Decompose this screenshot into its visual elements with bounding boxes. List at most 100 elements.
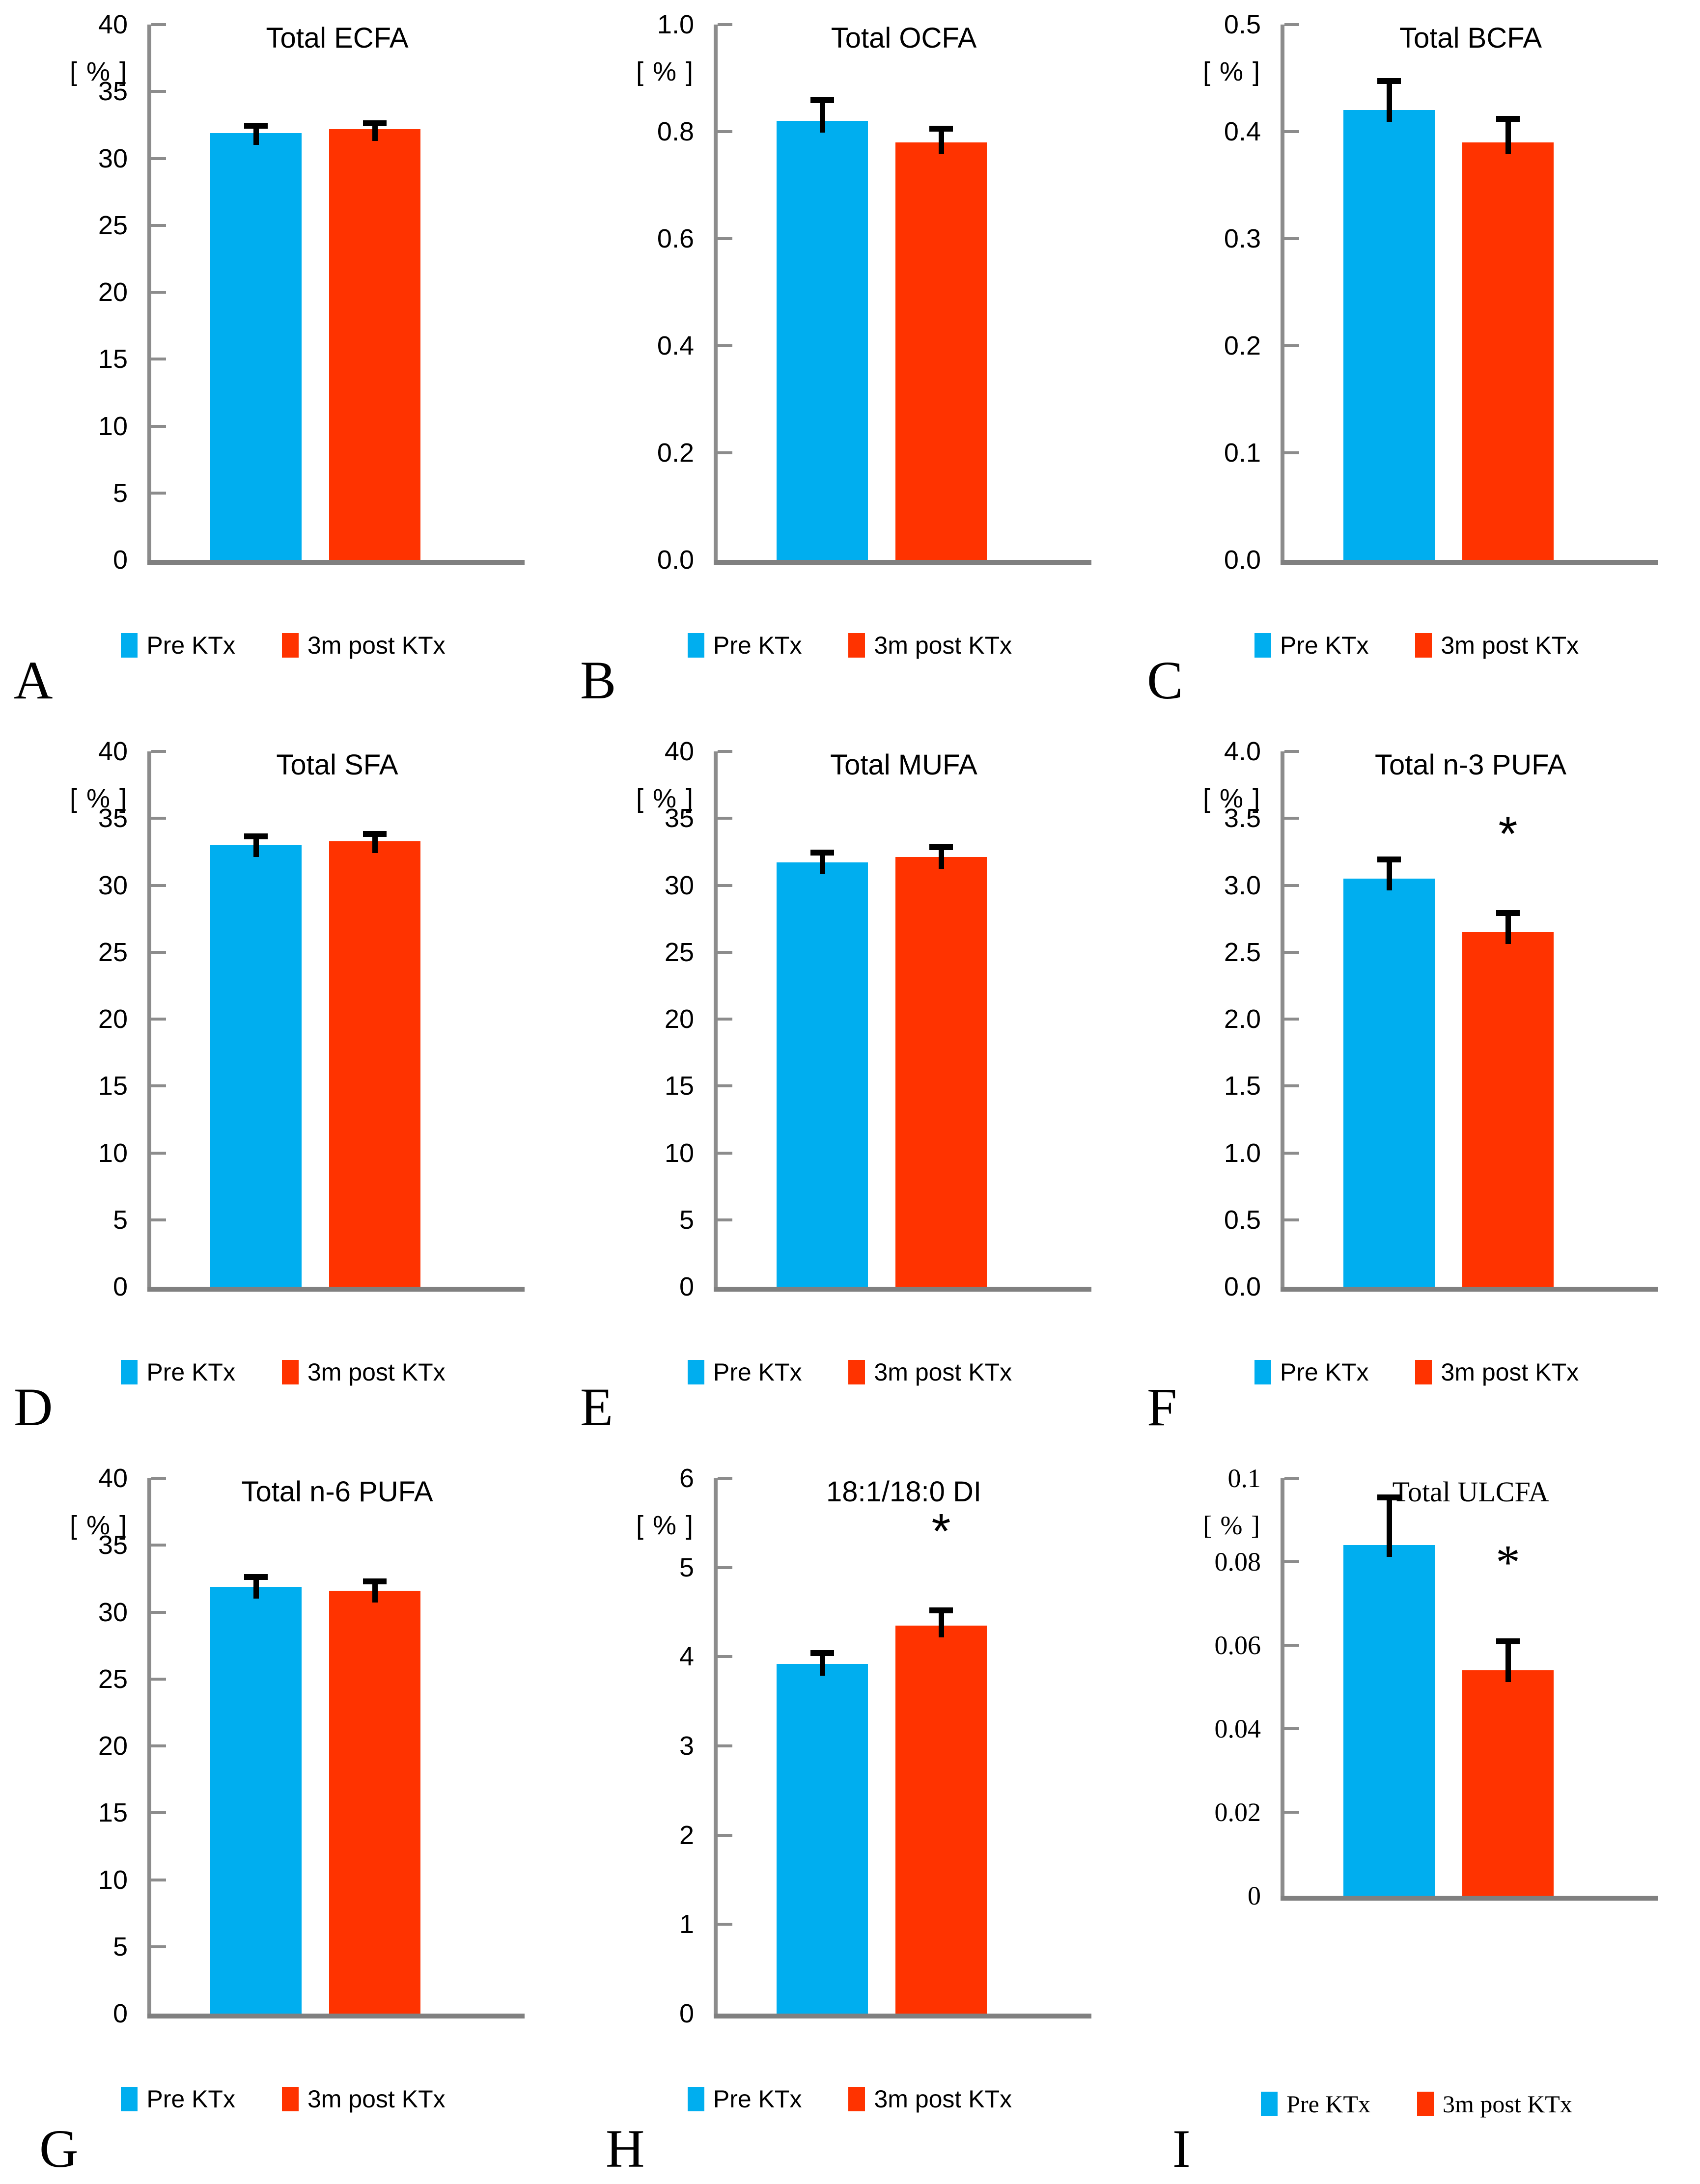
y-axis-tick bbox=[1284, 884, 1299, 887]
y-tick-label: 1.0 bbox=[1224, 1138, 1261, 1168]
y-tick-label: 0.4 bbox=[1224, 117, 1261, 146]
error-bar-stem bbox=[1505, 915, 1511, 944]
y-tick-label: 30 bbox=[664, 870, 694, 900]
y-axis-tick bbox=[718, 817, 732, 820]
legend-swatch-post-icon bbox=[848, 2087, 865, 2111]
error-bar-cap bbox=[363, 120, 387, 126]
y-axis-tick bbox=[1284, 1151, 1299, 1155]
y-axis bbox=[1281, 751, 1284, 1290]
significance-asterisk: * bbox=[1496, 1535, 1520, 1589]
error-bar-stem bbox=[372, 836, 378, 853]
chart-panel-C: Total BCFA 0.5 0.4 0.3 0.2 0.1 0.0 [ % ] Pre KTx… bbox=[1133, 0, 1700, 727]
y-tick-label: 20 bbox=[98, 277, 128, 307]
y-axis-tick bbox=[1284, 23, 1299, 26]
y-axis-tick bbox=[151, 1811, 166, 1815]
legend-label-pre: Pre KTx bbox=[713, 1358, 802, 1386]
y-axis-tick bbox=[718, 1923, 732, 1926]
error-bar-stem bbox=[253, 838, 259, 857]
y-tick-label: 40 bbox=[664, 737, 694, 766]
error-bar-cap bbox=[929, 1607, 953, 1613]
chart-panel-A: Total ECFA 40 35 30 25 20 15 10 5 0 [ % ] Pre KTx 3m… bbox=[0, 0, 566, 727]
legend-label-post: 3m post KTx bbox=[1442, 2090, 1572, 2118]
y-tick-label: 6 bbox=[679, 1464, 694, 1493]
legend-item-post: 3m post KTx bbox=[1415, 631, 1579, 660]
chart-title: Total n-6 PUFA bbox=[241, 1476, 433, 1508]
error-bar-cap bbox=[1377, 857, 1401, 862]
y-axis-tick bbox=[151, 1878, 166, 1881]
legend: Pre KTx 3m post KTx bbox=[0, 631, 566, 660]
y-axis-tick bbox=[718, 1018, 732, 1021]
y-axis-tick bbox=[151, 884, 166, 887]
error-bar-stem bbox=[1505, 1643, 1511, 1682]
chart-panel-I: Total ULCFA 0.1 0.08 0.06 0.04 0.02 0 [ % ] * Pre… bbox=[1133, 1454, 1700, 2184]
error-bar-cap bbox=[363, 1578, 387, 1584]
y-tick-label: 40 bbox=[98, 737, 128, 766]
y-tick-label: 0.0 bbox=[657, 545, 694, 575]
legend: Pre KTx 3m post KTx bbox=[0, 2085, 566, 2113]
bar-post-ktx bbox=[1462, 142, 1554, 560]
legend-label-post: 3m post KTx bbox=[1441, 632, 1579, 659]
chart-panel-E: Total MUFA 40 35 30 25 20 15 10 5 0 [ % ] Pre KTx 3m… bbox=[566, 727, 1133, 1454]
legend-item-pre: Pre KTx bbox=[121, 2085, 235, 2113]
y-axis-tick bbox=[718, 451, 732, 454]
y-axis-tick bbox=[1284, 817, 1299, 820]
y-tick-label: 10 bbox=[98, 1138, 128, 1168]
chart-title: Total OCFA bbox=[831, 22, 977, 54]
error-bar-cap bbox=[244, 123, 268, 129]
y-axis-unit-label: [ % ] bbox=[636, 1511, 694, 1540]
legend-item-post: 3m post KTx bbox=[1417, 2090, 1572, 2118]
error-bar-stem bbox=[253, 128, 259, 145]
y-tick-label: 0.8 bbox=[657, 117, 694, 146]
y-tick-label: 2.5 bbox=[1224, 937, 1261, 967]
legend-label-post: 3m post KTx bbox=[307, 632, 446, 659]
y-axis-tick bbox=[151, 1218, 166, 1221]
y-axis-tick bbox=[151, 23, 166, 26]
y-axis-tick bbox=[1284, 1477, 1299, 1480]
legend: Pre KTx 3m post KTx bbox=[1133, 1358, 1700, 1386]
legend-swatch-pre-icon bbox=[1254, 633, 1271, 658]
y-axis-tick bbox=[1284, 1644, 1299, 1647]
bar-pre-ktx bbox=[1343, 110, 1435, 560]
legend-item-pre: Pre KTx bbox=[687, 1358, 802, 1386]
legend-label-pre: Pre KTx bbox=[713, 632, 802, 659]
y-tick-label: 0 bbox=[679, 1272, 694, 1301]
legend-label-post: 3m post KTx bbox=[307, 2085, 446, 2113]
legend-label-post: 3m post KTx bbox=[874, 2085, 1012, 2113]
y-tick-label: 30 bbox=[98, 870, 128, 900]
y-axis-unit-label: [ % ] bbox=[1202, 57, 1261, 86]
y-tick-label: 0.5 bbox=[1224, 1205, 1261, 1235]
y-tick-label: 0.06 bbox=[1214, 1631, 1261, 1660]
chart-panel-B: Total OCFA 1.0 0.8 0.6 0.4 0.2 0.0 [ % ] Pre KTx… bbox=[566, 0, 1133, 727]
y-tick-label: 0.04 bbox=[1214, 1714, 1261, 1743]
legend: Pre KTx 3m post KTx bbox=[566, 2085, 1133, 2113]
y-axis-tick bbox=[718, 130, 732, 133]
y-tick-label: 40 bbox=[98, 1464, 128, 1493]
legend-swatch-post-icon bbox=[1415, 1360, 1432, 1384]
bar-post-ktx bbox=[329, 1591, 420, 2014]
y-axis bbox=[1281, 25, 1284, 563]
x-axis-baseline bbox=[147, 2014, 525, 2018]
legend: Pre KTx 3m post KTx bbox=[1133, 631, 1700, 660]
x-axis-baseline bbox=[1281, 1287, 1658, 1292]
y-axis-tick bbox=[1284, 1727, 1299, 1730]
legend-item-post: 3m post KTx bbox=[848, 2085, 1012, 2113]
y-axis-unit-label: [ % ] bbox=[69, 784, 128, 813]
y-tick-label: 20 bbox=[664, 1004, 694, 1034]
y-axis-tick bbox=[151, 1677, 166, 1681]
y-tick-label: 1.5 bbox=[1224, 1071, 1261, 1101]
legend: Pre KTx 3m post KTx bbox=[1133, 2090, 1700, 2118]
y-axis-tick bbox=[1284, 1018, 1299, 1021]
y-tick-label: 25 bbox=[664, 937, 694, 967]
legend-swatch-pre-icon bbox=[121, 1360, 138, 1384]
x-axis-baseline bbox=[147, 1287, 525, 1292]
legend-item-post: 3m post KTx bbox=[848, 631, 1012, 660]
legend-item-post: 3m post KTx bbox=[281, 1358, 446, 1386]
y-tick-label: 20 bbox=[98, 1731, 128, 1761]
legend-swatch-post-icon bbox=[281, 633, 299, 658]
x-axis-baseline bbox=[714, 560, 1091, 565]
panel-letter-I: I bbox=[1172, 2119, 1191, 2179]
y-tick-label: 35 bbox=[664, 803, 694, 833]
y-axis-tick bbox=[1284, 1218, 1299, 1221]
panel-letter-A: A bbox=[14, 650, 53, 710]
legend-label-pre: Pre KTx bbox=[146, 2085, 235, 2113]
